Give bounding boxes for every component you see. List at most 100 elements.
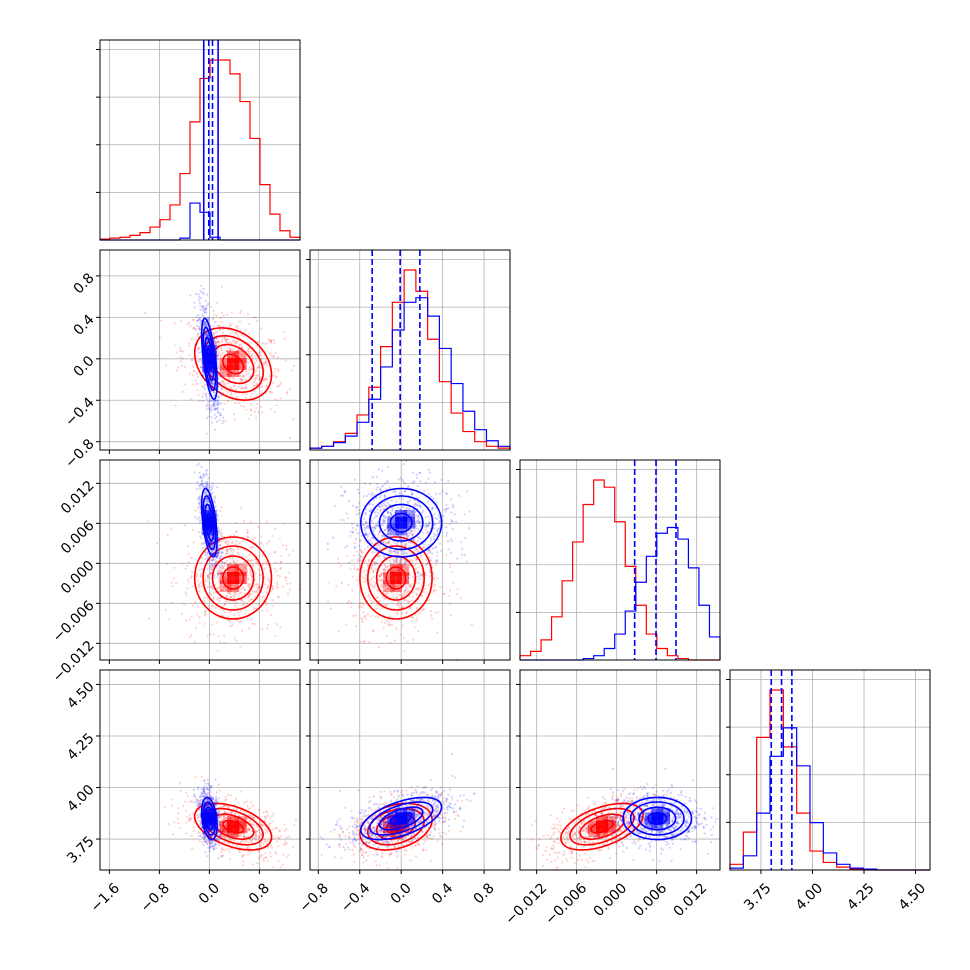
scatter-point (277, 595, 280, 598)
scatter-point (450, 540, 453, 543)
scatter-point (205, 497, 208, 500)
scatter-point (198, 803, 201, 807)
scatter-point (222, 827, 225, 831)
scatter-point (209, 534, 212, 538)
scatter-point (247, 596, 250, 599)
scatter-point (222, 585, 225, 589)
scatter-point (226, 549, 229, 552)
scatter-point (432, 585, 435, 588)
scatter-point (197, 394, 200, 397)
scatter-point (214, 408, 218, 411)
scatter-point (427, 549, 430, 552)
scatter-point (424, 528, 427, 531)
scatter-point (284, 579, 288, 582)
scatter-point (275, 826, 278, 830)
scatter-point (255, 345, 258, 348)
scatter-point (203, 596, 206, 599)
scatter-point (218, 328, 222, 331)
scatter-point (343, 490, 346, 493)
scatter-point (228, 548, 231, 551)
scatter-point (278, 383, 282, 386)
scatter-point (242, 567, 245, 570)
scatter-point (251, 589, 254, 592)
scatter-point (255, 384, 258, 387)
scatter-point (217, 547, 220, 550)
scatter-point (228, 591, 231, 594)
scatter-point (230, 324, 233, 327)
scatter-point (284, 576, 287, 579)
scatter-point (221, 560, 224, 563)
scatter-point (226, 550, 229, 553)
scatter-point (355, 524, 358, 527)
scatter-point (249, 569, 252, 572)
scatter-point (249, 572, 252, 575)
scatter-point (217, 816, 221, 819)
scatter-point (403, 589, 406, 593)
scatter-point (222, 815, 225, 819)
scatter-point (215, 337, 218, 340)
scatter-point (198, 318, 201, 321)
scatter-point (220, 805, 223, 809)
scatter-point (236, 602, 239, 605)
scatter-point (214, 843, 217, 846)
axes-frame (309, 249, 511, 451)
scatter-point (374, 515, 377, 518)
scatter-point (236, 324, 239, 327)
scatter-point (403, 563, 406, 567)
scatter-point (407, 534, 410, 537)
scatter-point (213, 399, 216, 402)
scatter-point (393, 550, 396, 553)
scatter-point (205, 804, 208, 807)
scatter-point (220, 572, 223, 575)
scatter-point (224, 337, 227, 341)
scatter-point (225, 588, 228, 591)
scatter-point (383, 573, 386, 576)
scatter-point (199, 296, 202, 299)
scatter-point (416, 549, 419, 553)
scatter-point (368, 509, 371, 513)
scatter-point (380, 573, 383, 576)
scatter-point (245, 609, 248, 612)
scatter-point (436, 631, 439, 635)
scatter-point (250, 801, 253, 804)
scatter-point (215, 408, 218, 411)
scatter-point (201, 374, 204, 378)
scatter-point (250, 617, 253, 620)
scatter-point (362, 611, 365, 614)
scatter-point (189, 576, 193, 579)
scatter-point (420, 574, 423, 577)
scatter-point (233, 561, 236, 564)
scatter-point (351, 575, 354, 578)
scatter-point (212, 407, 215, 410)
scatter-point (199, 799, 202, 802)
scatter-point (264, 361, 267, 364)
scatter-point (307, 588, 309, 590)
scatter-point (222, 314, 225, 317)
scatter-point (223, 831, 226, 834)
scatter-point (227, 373, 230, 376)
scatter-point (368, 483, 371, 486)
scatter-point (184, 809, 187, 812)
scatter-point (194, 795, 197, 799)
scatter-point (200, 365, 203, 368)
scatter-point (251, 574, 254, 578)
scatter-point (279, 566, 283, 570)
scatter-point (216, 515, 219, 518)
scatter-point (223, 402, 226, 405)
scatter-point (444, 508, 447, 511)
scatter-point (251, 815, 254, 818)
scatter-point (225, 832, 228, 835)
scatter-point (380, 620, 383, 623)
scatter-point (413, 499, 416, 502)
scatter-point (200, 483, 203, 486)
scatter-point (422, 545, 425, 548)
scatter-point (407, 600, 410, 604)
scatter-point (245, 817, 248, 820)
scatter-point (380, 585, 383, 588)
scatter-point (211, 328, 214, 331)
scatter-point (206, 794, 209, 797)
scatter-point (201, 482, 204, 485)
scatter-point (254, 607, 257, 610)
scatter-point (229, 348, 232, 351)
scatter-point (240, 588, 243, 591)
